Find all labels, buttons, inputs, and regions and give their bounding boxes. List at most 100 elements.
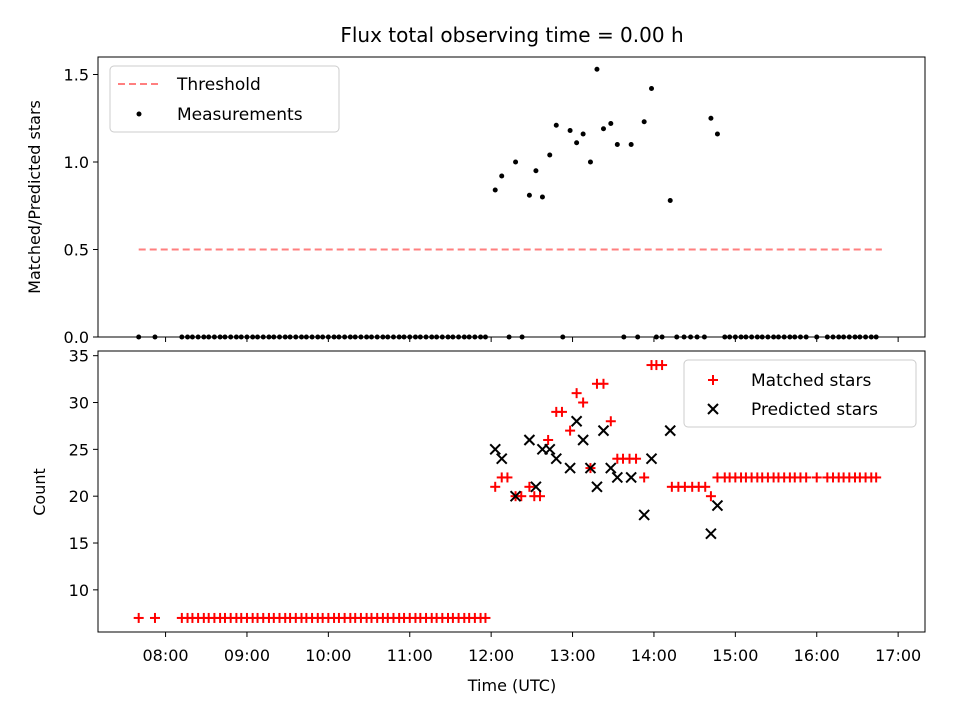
x-tick-label: 08:00 [143, 646, 189, 665]
matched-stars-legend-swatch [708, 375, 718, 385]
measurement-point [539, 194, 545, 200]
matched-star-marker [871, 472, 882, 483]
measurement-point [667, 198, 673, 203]
top-y-ticks: 0.0 0.5 1.0 1.5 [64, 66, 98, 347]
measurement-point [547, 152, 553, 158]
measurement-point [574, 140, 580, 146]
matched-star-marker [149, 612, 160, 623]
predicted-star-marker [489, 443, 501, 456]
measurement-point [499, 173, 505, 179]
predicted-star-marker [638, 509, 650, 521]
predicted-star-marker [645, 453, 658, 465]
x-axis-label: Time (UTC) [467, 676, 556, 695]
top-y-tick-label: 1.0 [64, 153, 89, 172]
x-tick-label: 17:00 [875, 646, 921, 665]
bottom-y-tick-label: 20 [69, 487, 89, 506]
measurement-point [600, 126, 606, 132]
matched-star-marker [480, 612, 491, 623]
matched-star-marker [811, 472, 822, 483]
measurement-point [587, 159, 593, 165]
top-x-ticks [165, 337, 899, 342]
predicted-star-marker [550, 453, 562, 465]
top-y-tick-label: 0.5 [64, 241, 89, 260]
measurement-point [641, 119, 647, 125]
matched-star-marker [801, 472, 812, 483]
matched-star-marker [631, 453, 642, 464]
matched-star-marker [490, 481, 501, 492]
matched-star-marker [578, 397, 589, 408]
predicted-star-marker [523, 434, 536, 446]
matched-star-marker [565, 425, 576, 436]
measurement-point [614, 142, 620, 147]
x-tick-label: 16:00 [794, 646, 840, 665]
matched-star-marker [705, 491, 716, 502]
top-panel: Flux total observing time = 0.00 h 0.00.… [25, 23, 926, 347]
predicted-stars-legend-swatch [707, 403, 719, 415]
top-legend: Threshold Measurements [109, 65, 340, 133]
bottom-y-tick-label: 35 [69, 347, 89, 366]
top-axes-frame [97, 56, 926, 338]
x-tick-label: 14:00 [631, 646, 677, 665]
bottom-y-tick-label: 25 [69, 440, 89, 459]
measurement-point [594, 66, 600, 72]
measurement-point [526, 192, 532, 198]
matched-star-marker [502, 472, 513, 483]
bottom-y-ticks: 10 15 20 25 30 35 [69, 347, 98, 600]
matched-star-marker [534, 491, 545, 502]
measurement-point [708, 115, 714, 121]
matched-star-marker [657, 360, 668, 371]
bottom-axes-frame [97, 350, 926, 633]
predicted-star-marker [570, 415, 583, 427]
measurement-point [567, 128, 573, 133]
measurement-point [513, 159, 519, 165]
bottom-y-tick-label: 10 [69, 581, 89, 600]
predicted-stars-legend-label: Predicted stars [751, 400, 878, 420]
matched-star-marker [524, 481, 535, 492]
chart-title: Flux total observing time = 0.00 h [340, 23, 683, 47]
predicted-star-marker [577, 434, 589, 446]
measurement-point [580, 131, 586, 137]
matched-star-marker [516, 491, 527, 502]
x-tick-label: 13:00 [549, 646, 595, 665]
top-y-tick-label: 1.5 [64, 66, 89, 85]
predicted-star-marker [597, 424, 610, 437]
predicted-star-marker [625, 471, 637, 484]
matched-star-marker [543, 434, 554, 445]
predicted-star-marker [711, 499, 724, 512]
x-tick-label: 15:00 [712, 646, 758, 665]
top-y-tick-label: 0.0 [64, 328, 89, 347]
predicted-star-marker [564, 462, 576, 474]
bottom-y-tick-label: 30 [69, 394, 89, 413]
bottom-legend: Matched stars Predicted stars [683, 359, 917, 428]
bottom-panel: 10 15 20 25 30 35 08:00 09:00 10:00 11:00 12:00 13… [30, 347, 926, 695]
matched-star-marker [700, 481, 711, 492]
measurement-point [649, 86, 655, 91]
matched-star-marker [639, 472, 650, 483]
matched-star-marker [571, 388, 582, 399]
predicted-star-marker [705, 527, 717, 540]
x-tick-label: 10:00 [305, 646, 351, 665]
threshold-legend-label: Threshold [176, 75, 261, 95]
bottom-legend-frame [683, 359, 917, 428]
x-tick-label: 09:00 [224, 646, 270, 665]
measurement-point [533, 168, 539, 174]
predicted-star-marker [664, 424, 676, 437]
measurements-legend-swatch [136, 111, 142, 117]
measurements-legend-label: Measurements [177, 105, 303, 125]
bottom-plot-area [133, 360, 882, 623]
predicted-star-marker [611, 471, 624, 484]
top-legend-frame [109, 65, 340, 133]
bottom-y-axis-label: Count [30, 468, 49, 516]
matched-star-marker [605, 416, 616, 427]
bottom-x-ticks: 08:00 09:00 10:00 11:00 12:00 13:00 14:00 15:00… [143, 632, 921, 665]
measurement-point [628, 142, 634, 147]
measurement-point [553, 122, 559, 128]
predicted-star-marker [496, 453, 508, 465]
predicted-star-marker [509, 490, 522, 502]
measurement-point [492, 187, 498, 193]
matched-star-marker [556, 406, 567, 417]
predicted-star-marker [605, 462, 617, 474]
predicted-star-marker [584, 462, 597, 474]
x-tick-label: 12:00 [468, 646, 514, 665]
